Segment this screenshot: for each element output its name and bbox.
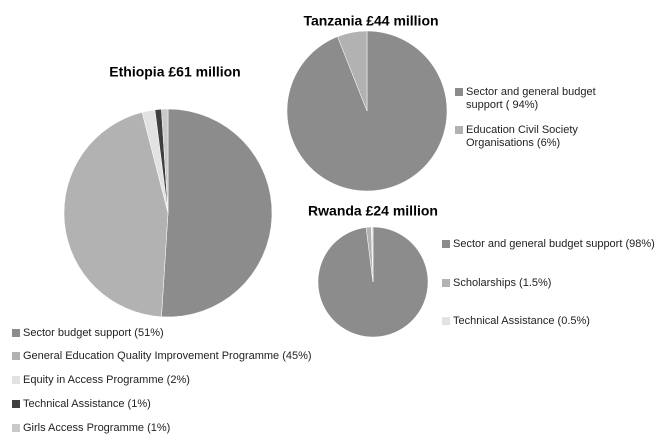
legend-entry: General Education Quality Improvement Pr…: [12, 350, 432, 363]
chart-title: Ethiopia £61 million: [109, 64, 240, 80]
legend-entry: Sector budget support (51%): [12, 327, 432, 340]
legend-swatch: [442, 317, 450, 325]
legend-swatch: [12, 329, 20, 337]
legend-entry: Girls Access Programme (1%): [12, 422, 432, 435]
legend-label: Girls Access Programme (1%): [23, 422, 171, 434]
legend-entry: Sector and general budget support (98%): [442, 238, 662, 251]
legend-swatch: [455, 88, 463, 96]
legend-label: Technical Assistance (1%): [23, 398, 151, 410]
legend-label: Technical Assistance (0.5%): [453, 315, 590, 327]
legend-entry: Education Civil Society Organisations (6…: [455, 124, 625, 150]
legend-swatch: [12, 424, 20, 432]
chart-title: Tanzania £44 million: [303, 13, 438, 29]
legend-entry: Sector and general budget support ( 94%): [455, 86, 625, 112]
legend-label: General Education Quality Improvement Pr…: [23, 350, 312, 362]
legend-label: Education Civil Society Organisations (6…: [466, 124, 578, 149]
legend-entry: Technical Assistance (1%): [12, 398, 432, 411]
legend-label: Sector and general budget support (98%): [453, 238, 655, 250]
legend-label: Sector and general budget support ( 94%): [466, 86, 596, 111]
pie-slice: [371, 226, 374, 283]
legend-label: Equity in Access Programme (2%): [23, 374, 190, 386]
chart-title: Rwanda £24 million: [308, 203, 438, 219]
legend-swatch: [12, 352, 20, 360]
legend-swatch: [442, 279, 450, 287]
legend-swatch: [442, 240, 450, 248]
legend-label: Sector budget support (51%): [23, 327, 164, 339]
legend-swatch: [455, 126, 463, 134]
pie-slice: [63, 111, 169, 318]
pie-slice: [161, 108, 273, 318]
pie-slice: [161, 108, 169, 214]
legend-swatch: [12, 376, 20, 384]
legend-entry: Technical Assistance (0.5%): [442, 315, 662, 328]
legend-swatch: [12, 400, 20, 408]
legend-label: Scholarships (1.5%): [453, 277, 552, 289]
pie-slice: [337, 30, 368, 112]
legend-entry: Equity in Access Programme (2%): [12, 374, 432, 387]
legend-entry: Scholarships (1.5%): [442, 277, 662, 290]
